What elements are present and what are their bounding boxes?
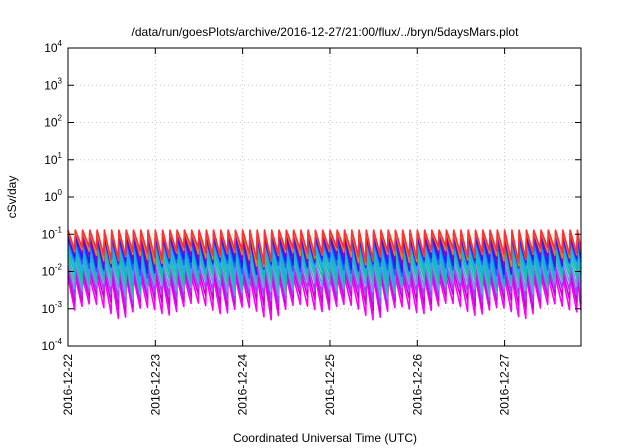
y-tick-label: 103 bbox=[44, 76, 62, 92]
y-axis-label: cSv/day bbox=[5, 176, 19, 219]
x-tick-label: 2016-12-27 bbox=[498, 354, 512, 416]
y-tick-label: 104 bbox=[44, 39, 62, 55]
x-axis: 2016-12-22 2016-12-23 2016-12-24 2016-12-25… bbox=[61, 48, 512, 415]
y-tick-label: 100 bbox=[44, 188, 62, 204]
y-tick-label: 10-1 bbox=[42, 225, 63, 241]
y-axis: 10-4 10-3 10-2 10-1 100 101 102 103 104 bbox=[42, 39, 581, 353]
y-tick-label: 10-2 bbox=[42, 263, 63, 279]
x-tick-label: 2016-12-25 bbox=[323, 354, 337, 416]
series-line-1 bbox=[67, 229, 582, 265]
y-tick-label: 102 bbox=[44, 114, 62, 130]
x-tick-label: 2016-12-23 bbox=[148, 354, 162, 416]
y-tick-label: 10-4 bbox=[42, 337, 63, 353]
y-tick-label: 10-3 bbox=[42, 300, 63, 316]
series-layer bbox=[67, 229, 582, 321]
x-tick-label: 2016-12-22 bbox=[61, 354, 75, 416]
chart-title: /data/run/goesPlots/archive/2016-12-27/2… bbox=[132, 25, 520, 39]
y-tick-label: 101 bbox=[44, 151, 62, 167]
x-axis-label: Coordinated Universal Time (UTC) bbox=[233, 431, 417, 445]
x-tick-label: 2016-12-24 bbox=[236, 354, 250, 416]
x-tick-label: 2016-12-26 bbox=[410, 354, 424, 416]
